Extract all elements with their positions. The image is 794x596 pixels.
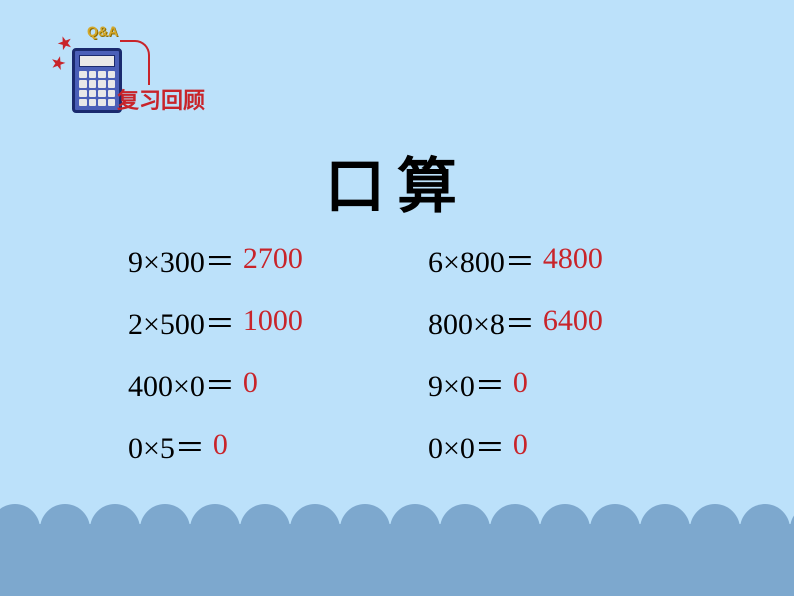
star-icon: ★ bbox=[48, 51, 69, 75]
calculator-icon bbox=[72, 48, 122, 113]
expression: 800×8＝ bbox=[428, 299, 535, 343]
answer: 0 bbox=[513, 366, 528, 400]
qa-badge: Q&A bbox=[87, 23, 118, 39]
problem-row: 2×500＝ 1000 bbox=[128, 290, 388, 352]
wire-icon bbox=[120, 40, 150, 85]
expression: 400×0＝ bbox=[128, 361, 235, 405]
review-icon: ★ ★ Q&A 复习回顾 bbox=[62, 28, 182, 123]
answer: 0 bbox=[213, 428, 228, 462]
problem-row: 6×800＝ 4800 bbox=[428, 228, 688, 290]
answer: 1000 bbox=[243, 304, 303, 338]
problem-row: 400×0＝ 0 bbox=[128, 352, 388, 414]
page-title: 口算 bbox=[0, 138, 794, 225]
problem-row: 0×5＝ 0 bbox=[128, 414, 388, 476]
problem-row: 800×8＝ 6400 bbox=[428, 290, 688, 352]
answer: 0 bbox=[243, 366, 258, 400]
answer: 2700 bbox=[243, 242, 303, 276]
answer: 0 bbox=[513, 428, 528, 462]
review-label: 复习回顾 bbox=[117, 83, 205, 115]
problem-row: 9×300＝ 2700 bbox=[128, 228, 388, 290]
expression: 9×0＝ bbox=[428, 361, 505, 405]
answer: 6400 bbox=[543, 304, 603, 338]
bottom-band bbox=[0, 524, 794, 596]
problems-grid: 9×300＝ 2700 6×800＝ 4800 2×500＝ 1000 800×… bbox=[128, 228, 688, 476]
expression: 2×500＝ bbox=[128, 299, 235, 343]
problem-row: 0×0＝ 0 bbox=[428, 414, 688, 476]
expression: 0×5＝ bbox=[128, 423, 205, 467]
calculator-screen bbox=[79, 55, 115, 67]
expression: 6×800＝ bbox=[428, 237, 535, 281]
expression: 0×0＝ bbox=[428, 423, 505, 467]
answer: 4800 bbox=[543, 242, 603, 276]
expression: 9×300＝ bbox=[128, 237, 235, 281]
problem-row: 9×0＝ 0 bbox=[428, 352, 688, 414]
calculator-buttons bbox=[79, 71, 115, 106]
